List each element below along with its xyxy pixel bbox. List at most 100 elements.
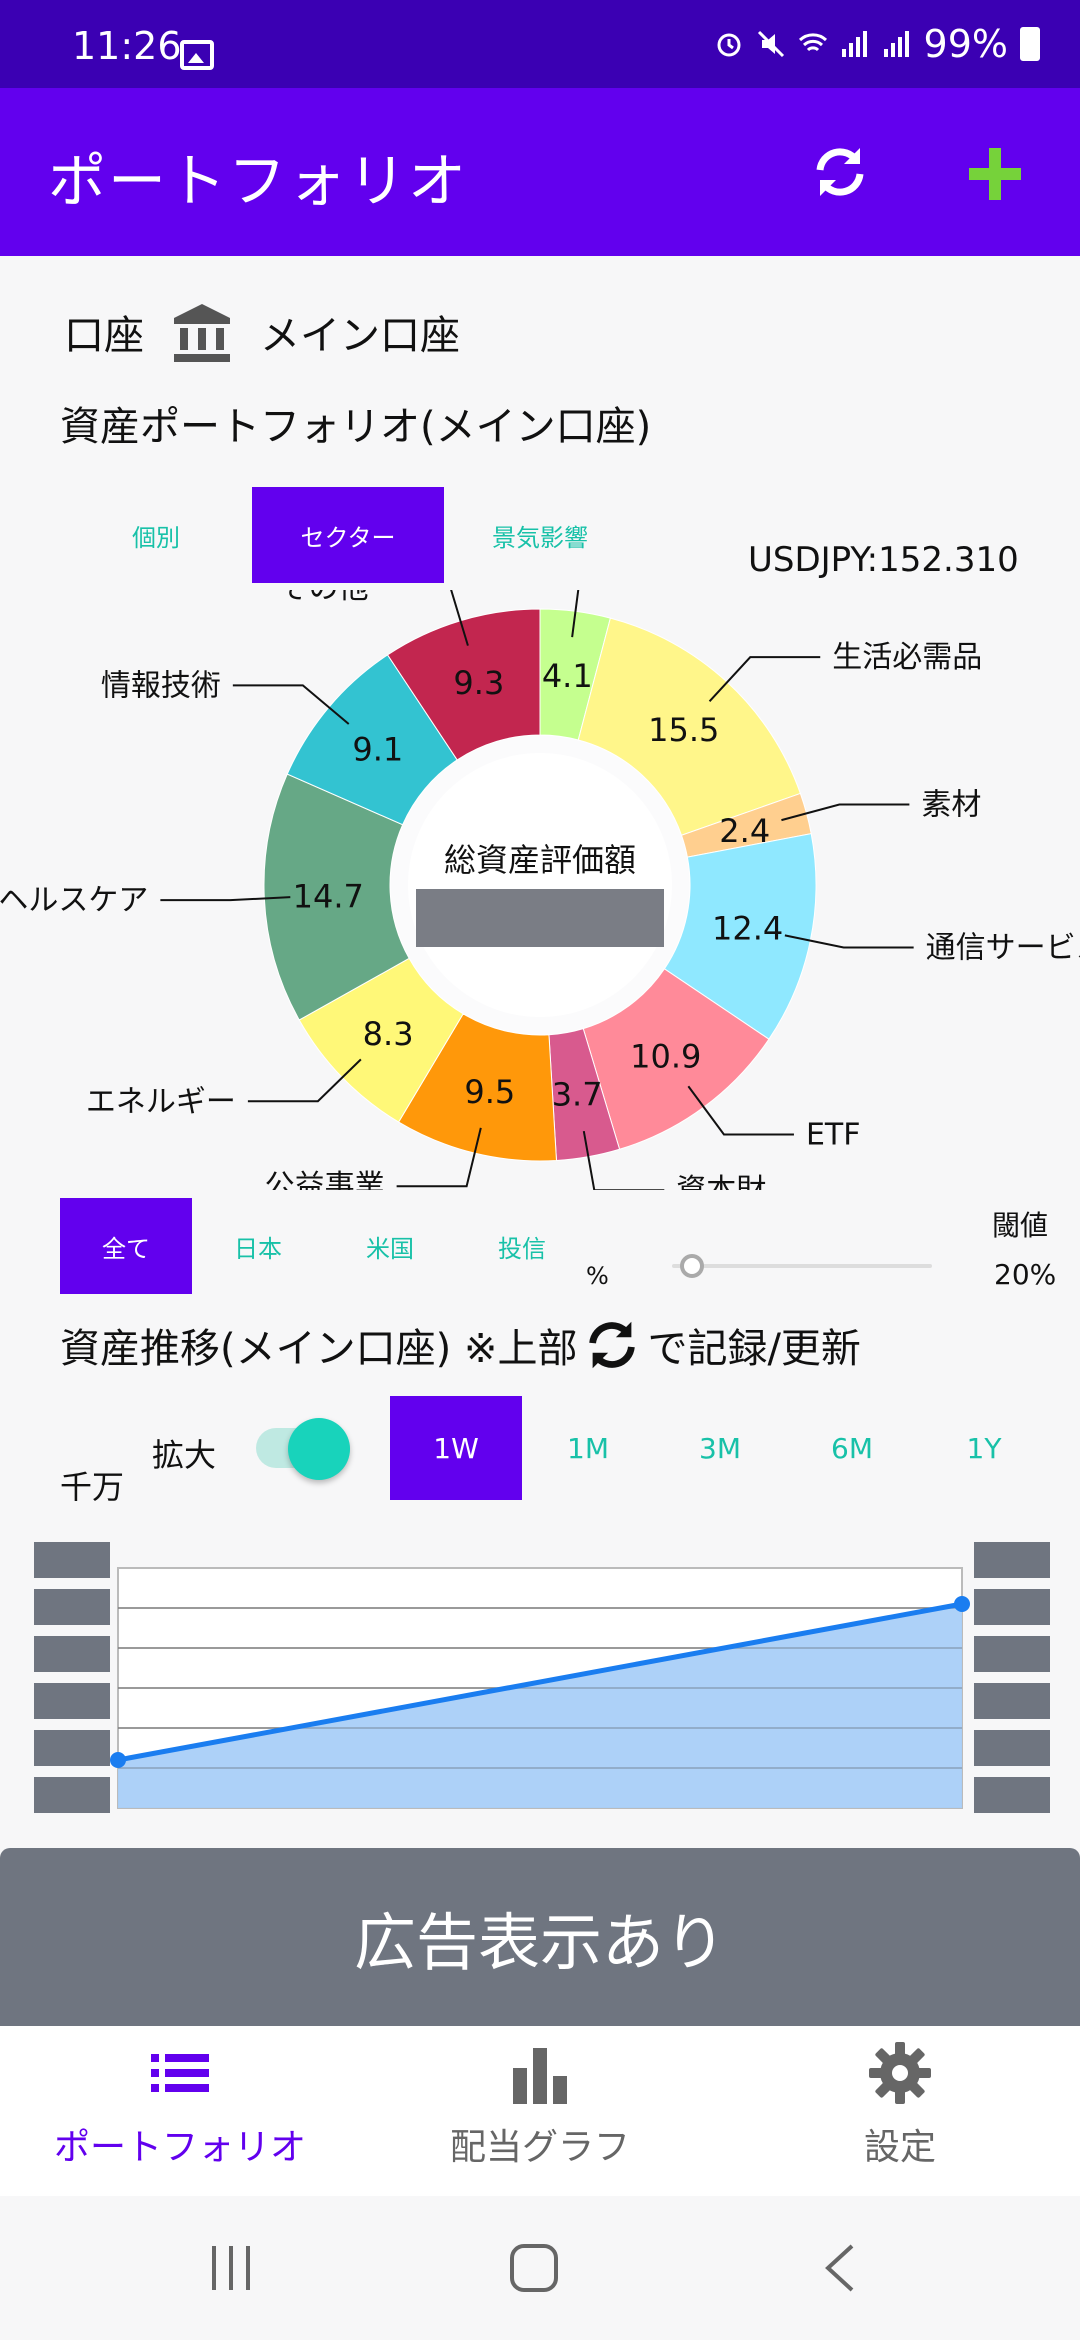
redacted-right-tick: [974, 1777, 1050, 1813]
threshold-slider-track[interactable]: [672, 1264, 932, 1268]
nav-portfolio[interactable]: ポートフォリオ: [0, 2026, 360, 2196]
pie-category-label: 資本財: [676, 1173, 766, 1190]
pie-category-label: ヘルスケア: [0, 883, 148, 918]
range-1w[interactable]: 1W: [390, 1396, 522, 1500]
pie-leader-line: [396, 1127, 482, 1188]
tab-sector[interactable]: セクター: [252, 487, 444, 583]
filter-japan[interactable]: 日本: [234, 1234, 282, 1263]
redacted-right-tick: [974, 1542, 1050, 1578]
range-tabs: 1W 1M 3M 6M 1Y: [390, 1396, 1050, 1500]
status-time: 11:26: [72, 24, 182, 68]
redacted-left-tick: [34, 1683, 110, 1719]
pie-value-label: 9.5: [464, 1073, 515, 1111]
pie-category-label: 情報技術: [101, 668, 221, 703]
tab-economy[interactable]: 景気影響: [492, 523, 588, 552]
percent-label: %: [586, 1262, 609, 1290]
unit-label: 千万: [60, 1468, 125, 1506]
pie-leader-line: [450, 590, 469, 646]
nav-dividend-graph-label: 配当グラフ: [449, 2127, 630, 2168]
page-title: ポートフォリオ: [48, 147, 469, 215]
home-icon[interactable]: [508, 2242, 560, 2294]
filter-all[interactable]: 全て: [60, 1198, 192, 1294]
account-label: 口座: [64, 313, 144, 359]
pie-value-label: 14.7: [293, 877, 364, 915]
nav-portfolio-label: ポートフォリオ: [53, 2127, 306, 2168]
history-title: 資産推移(メイン口座) ※上部 で記録/更新: [60, 1314, 861, 1376]
pie-leader-line: [582, 1130, 665, 1190]
pie-leader-line: [247, 1058, 362, 1103]
pie-category-label: 通信サービス: [926, 930, 1080, 965]
data-point[interactable]: [954, 1596, 970, 1612]
pie-leader-line: [784, 934, 914, 949]
history-title-after: で記録/更新: [647, 1326, 861, 1372]
redacted-left-tick: [34, 1542, 110, 1578]
redacted-left-tick: [34, 1777, 110, 1813]
list-icon: [151, 2054, 209, 2092]
pie-leader-line: [781, 803, 910, 822]
pie-value-label: 15.5: [648, 711, 719, 749]
pie-value-label: 9.3: [453, 664, 504, 702]
region-filter: 全て 日本 米国 投信: [60, 1198, 588, 1294]
pie-leader-line: [708, 656, 821, 702]
signal-icon: [841, 31, 867, 57]
signal-icon-2: [883, 31, 909, 57]
range-3m[interactable]: 3M: [699, 1431, 741, 1465]
history-title-before: 資産推移(メイン口座) ※上部: [60, 1326, 578, 1372]
pie-value-label: 3.7: [552, 1076, 603, 1114]
zoom-toggle-thumb[interactable]: [288, 1418, 350, 1480]
wifi-icon: [798, 33, 827, 52]
recent-apps-icon[interactable]: [206, 2242, 256, 2294]
threshold-value: 20%: [994, 1258, 1057, 1291]
battery-percent: 99%: [923, 22, 1008, 66]
back-icon[interactable]: [820, 2242, 860, 2294]
pie-value-label: 8.3: [363, 1015, 414, 1053]
tab-individual[interactable]: 個別: [132, 523, 180, 552]
redacted-left-tick: [34, 1589, 110, 1625]
alarm-icon: [717, 33, 741, 57]
pie-category-label: 公益事業: [265, 1169, 385, 1190]
pie-leader-line: [232, 684, 350, 725]
portfolio-title: 資産ポートフォリオ(メイン口座): [60, 404, 652, 450]
redacted-right-tick: [974, 1683, 1050, 1719]
battery-icon: [1020, 27, 1040, 61]
system-nav-bar: [0, 2196, 1080, 2340]
pie-value-label: 4.1: [542, 657, 593, 695]
bank-icon: [174, 304, 230, 362]
ad-banner[interactable]: 広告表示あり: [0, 1848, 1080, 2026]
pie-value-label: 12.4: [712, 910, 783, 948]
nav-settings[interactable]: 設定: [720, 2026, 1080, 2196]
status-bar: 11:26 99%: [0, 0, 1080, 88]
pie-leader-line: [571, 590, 580, 638]
refresh-icon[interactable]: [808, 140, 872, 204]
series-line: [117, 1601, 963, 1763]
range-1y[interactable]: 1Y: [966, 1431, 1002, 1465]
redacted-right-tick: [974, 1589, 1050, 1625]
pie-leader-line: [160, 896, 291, 902]
threshold-slider-thumb[interactable]: [680, 1254, 704, 1278]
redacted-left-tick: [34, 1636, 110, 1672]
filter-us[interactable]: 米国: [366, 1234, 414, 1263]
pie-category-label: 金融: [662, 590, 722, 596]
donut-center-label: 総資産評価額: [444, 841, 636, 879]
filter-funds[interactable]: 投信: [498, 1234, 546, 1263]
status-icons: 99%: [714, 22, 1040, 66]
pie-category-label: ETF: [806, 1118, 861, 1153]
account-name: メイン口座: [260, 313, 460, 359]
add-icon[interactable]: [965, 144, 1025, 204]
bottom-nav: ポートフォリオ 配当グラフ 設定: [0, 2026, 1080, 2196]
range-1m[interactable]: 1M: [567, 1431, 609, 1465]
area-fill: [118, 1604, 962, 1808]
redacted-right-tick: [974, 1730, 1050, 1766]
redacted-total-value: [416, 889, 664, 947]
nav-dividend-graph[interactable]: 配当グラフ: [360, 2026, 720, 2196]
redacted-left-tick: [34, 1730, 110, 1766]
range-6m[interactable]: 6M: [831, 1431, 873, 1465]
pie-category-label: 素材: [921, 788, 981, 823]
mute-icon: [757, 30, 784, 58]
account-row[interactable]: 口座 メイン口座: [64, 300, 460, 364]
pie-category-label: エネルギー: [86, 1084, 236, 1119]
usdjpy-rate: USDJPY:152.310: [748, 540, 1019, 580]
data-point[interactable]: [110, 1752, 126, 1768]
redacted-right-tick: [974, 1636, 1050, 1672]
refresh-icon-inline: [589, 1321, 636, 1369]
